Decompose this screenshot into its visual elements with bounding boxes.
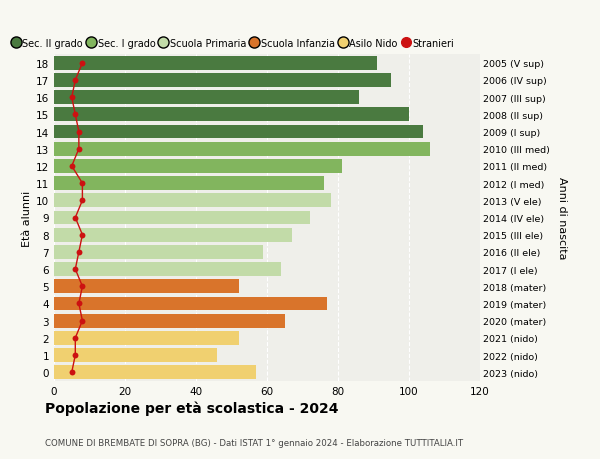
- Bar: [54, 194, 331, 208]
- Bar: [54, 297, 328, 311]
- Point: [71, 77, 80, 84]
- Y-axis label: Età alunni: Età alunni: [22, 190, 32, 246]
- Point: [71, 214, 80, 222]
- Bar: [54, 143, 430, 156]
- Point: [77, 283, 87, 290]
- Point: [77, 317, 87, 325]
- Bar: [54, 177, 324, 190]
- Point: [74, 249, 83, 256]
- Bar: [54, 365, 256, 379]
- Point: [77, 197, 87, 205]
- Point: [71, 112, 80, 119]
- Bar: [54, 348, 217, 362]
- Bar: [54, 74, 391, 88]
- Point: [77, 60, 87, 67]
- Point: [77, 180, 87, 187]
- Bar: [54, 211, 310, 225]
- Point: [71, 352, 80, 359]
- Y-axis label: Anni di nascita: Anni di nascita: [557, 177, 566, 259]
- Text: Popolazione per età scolastica - 2024: Popolazione per età scolastica - 2024: [45, 401, 338, 415]
- Bar: [54, 125, 423, 139]
- Point: [67, 163, 77, 170]
- Point: [74, 129, 83, 136]
- Bar: [54, 57, 377, 71]
- Text: COMUNE DI BREMBATE DI SOPRA (BG) - Dati ISTAT 1° gennaio 2024 - Elaborazione TUT: COMUNE DI BREMBATE DI SOPRA (BG) - Dati …: [45, 438, 463, 448]
- Bar: [54, 280, 239, 293]
- Bar: [54, 91, 359, 105]
- Point: [71, 335, 80, 342]
- Bar: [54, 228, 292, 242]
- Point: [71, 266, 80, 273]
- Bar: [54, 263, 281, 276]
- Bar: [54, 160, 341, 174]
- Bar: [54, 314, 285, 328]
- Bar: [54, 246, 263, 259]
- Bar: [54, 331, 239, 345]
- Bar: [54, 108, 409, 122]
- Legend: Sec. II grado, Sec. I grado, Scuola Primaria, Scuola Infanzia, Asilo Nido, Stran: Sec. II grado, Sec. I grado, Scuola Prim…: [11, 39, 454, 49]
- Point: [74, 300, 83, 308]
- Point: [77, 231, 87, 239]
- Point: [74, 146, 83, 153]
- Point: [67, 94, 77, 101]
- Point: [67, 369, 77, 376]
